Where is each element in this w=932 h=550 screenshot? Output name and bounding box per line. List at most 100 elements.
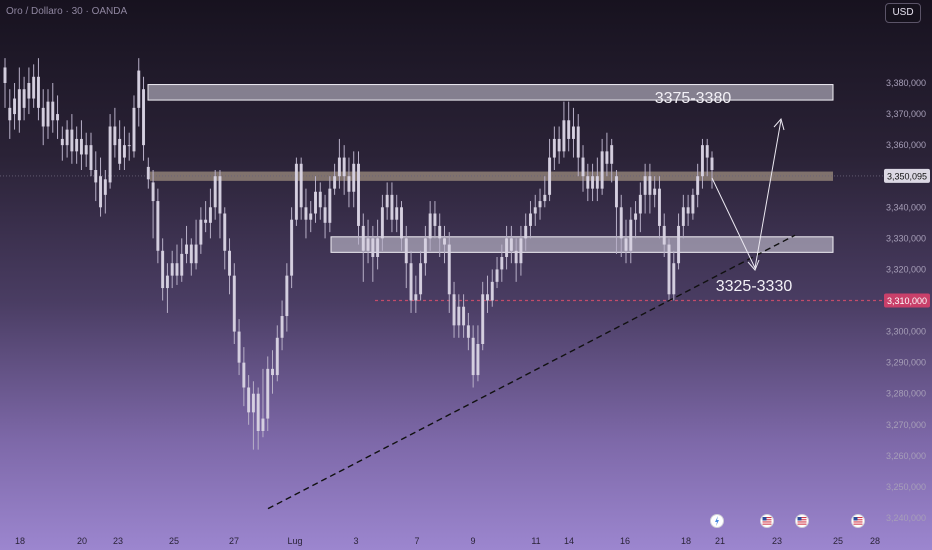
candle-body [242, 362, 246, 388]
lightning-glyph [715, 516, 719, 526]
candle-body [476, 344, 480, 376]
candle-body [457, 306, 461, 326]
candle-body [591, 176, 595, 189]
candle-body [634, 213, 638, 220]
candle-body [175, 263, 179, 276]
candle-body [500, 257, 504, 270]
price-tick-label: 3,270,000 [886, 420, 926, 430]
candle-body [495, 269, 499, 282]
candle-body [3, 67, 7, 83]
price-tick-label: 3,360,000 [886, 140, 926, 150]
candle-body [223, 213, 227, 251]
candle-body [686, 207, 690, 214]
projection-path [711, 119, 782, 270]
candle-body [462, 306, 466, 326]
candle-body [667, 244, 671, 295]
candle-body [361, 225, 365, 251]
flag-stripe [853, 523, 863, 525]
candle-body [710, 157, 714, 170]
flag-stripe [762, 523, 772, 525]
candle-body [294, 163, 298, 220]
candle-body [213, 176, 217, 208]
price-tick-label: 3,330,000 [886, 233, 926, 243]
candle-body [22, 89, 26, 108]
candle-body [142, 89, 146, 146]
candle-body [400, 207, 403, 239]
candle-body [94, 170, 98, 183]
candle-body [605, 151, 609, 164]
candle-body [261, 418, 265, 431]
candle-body [51, 101, 55, 121]
candle-body [423, 238, 427, 264]
red-level-label: 3,310,000 [887, 296, 927, 306]
candle-body [156, 201, 160, 251]
flag-stripe [853, 519, 863, 521]
candle-body [127, 145, 131, 147]
candle-body [170, 263, 174, 276]
candle-body [404, 238, 408, 264]
candle-body [318, 191, 322, 208]
candle-body [371, 238, 375, 257]
flag-canton [762, 517, 767, 521]
candle-body [447, 244, 451, 295]
candle-body [8, 107, 12, 121]
candle-body [271, 368, 274, 376]
candle-body [548, 157, 552, 195]
red-level-label-bg [884, 293, 930, 308]
candle-body [56, 114, 60, 121]
flag-stripe [853, 517, 863, 519]
flag-stripe [762, 517, 772, 519]
candle-body [36, 76, 40, 108]
time-tick-label: 23 [772, 536, 782, 546]
candle-body [314, 191, 317, 214]
candle-body [347, 176, 351, 192]
price-tick-label: 3,240,000 [886, 513, 926, 523]
candle-body [161, 250, 165, 289]
candle-body [576, 126, 580, 158]
candle-body [342, 157, 346, 177]
candle-body [562, 120, 566, 152]
candle-body [409, 263, 413, 301]
candle-body [380, 207, 384, 239]
candle-body [600, 151, 604, 189]
currency-button[interactable]: USD [885, 3, 921, 23]
candle-body [414, 294, 418, 301]
candle-body [428, 213, 432, 239]
candle-body [32, 76, 36, 99]
candles [3, 58, 714, 450]
candle-body [638, 194, 642, 214]
candle-body [395, 207, 399, 220]
time-tick-label: 7 [414, 536, 419, 546]
candle-body [180, 253, 184, 276]
candle-body [237, 331, 241, 363]
candle-body [304, 207, 308, 220]
zone-label: 3325-3330 [716, 278, 793, 295]
candle-body [352, 163, 356, 192]
time-tick-label: 18 [15, 536, 25, 546]
candle-body [46, 101, 50, 127]
flag-stripe [797, 517, 807, 519]
candle-body [514, 250, 518, 264]
arrowhead [747, 259, 760, 271]
candle-body [189, 244, 193, 264]
candle-body [643, 176, 647, 195]
price-tick-label: 3,370,000 [886, 109, 926, 119]
candle-body [586, 176, 590, 189]
candle-body [333, 176, 337, 189]
arrowhead [773, 117, 785, 131]
candle-body [681, 207, 685, 226]
candle-body [103, 179, 107, 195]
candle-body [290, 219, 294, 276]
candle-body [509, 238, 513, 251]
price-tick-label: 3,340,000 [886, 202, 926, 212]
candle-body [108, 126, 112, 183]
candle-body [285, 275, 289, 317]
zone-label: 3375-3380 [655, 90, 732, 107]
zone-box [147, 84, 834, 101]
candle-body [357, 163, 360, 226]
price-tick-label: 3,290,000 [886, 358, 926, 368]
current-price-label-bg [884, 168, 930, 183]
candle-body [567, 120, 571, 139]
time-tick-label: 16 [620, 536, 630, 546]
